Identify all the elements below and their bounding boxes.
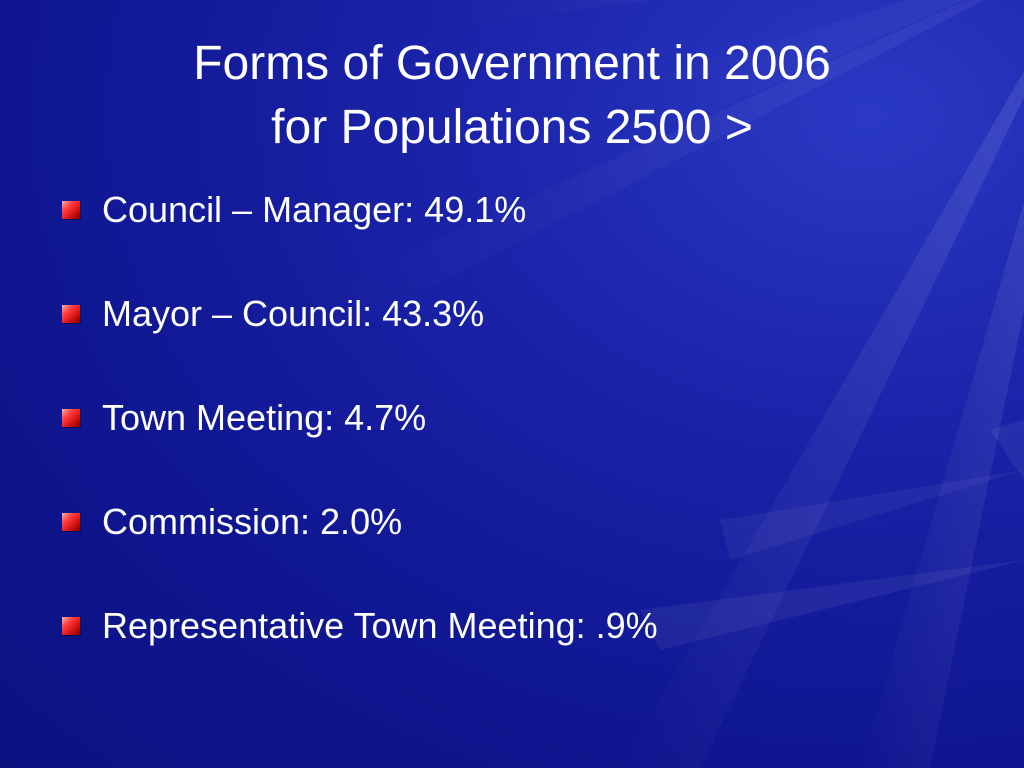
slide-title: Forms of Government in 2006 for Populati…	[0, 32, 1024, 160]
bullet-text: Commission: 2.0%	[102, 501, 403, 542]
square-bullet-icon	[62, 201, 80, 219]
list-item: Mayor – Council: 43.3%	[62, 284, 658, 344]
slide-title-line-1: Forms of Government in 2006	[193, 37, 831, 90]
list-item: Representative Town Meeting: .9%	[62, 596, 658, 656]
bullet-text: Council – Manager: 49.1%	[102, 189, 527, 230]
bullet-list: Council – Manager: 49.1% Mayor – Council…	[62, 180, 658, 700]
bullet-text: Town Meeting: 4.7%	[102, 397, 427, 438]
list-item: Commission: 2.0%	[62, 492, 658, 552]
slide-title-line-2: for Populations 2500 >	[271, 101, 753, 154]
square-bullet-icon	[62, 305, 80, 323]
list-item: Town Meeting: 4.7%	[62, 388, 658, 448]
square-bullet-icon	[62, 617, 80, 635]
square-bullet-icon	[62, 513, 80, 531]
bullet-text: Representative Town Meeting: .9%	[102, 605, 658, 646]
list-item: Council – Manager: 49.1%	[62, 180, 658, 240]
square-bullet-icon	[62, 409, 80, 427]
bullet-text: Mayor – Council: 43.3%	[102, 293, 485, 334]
